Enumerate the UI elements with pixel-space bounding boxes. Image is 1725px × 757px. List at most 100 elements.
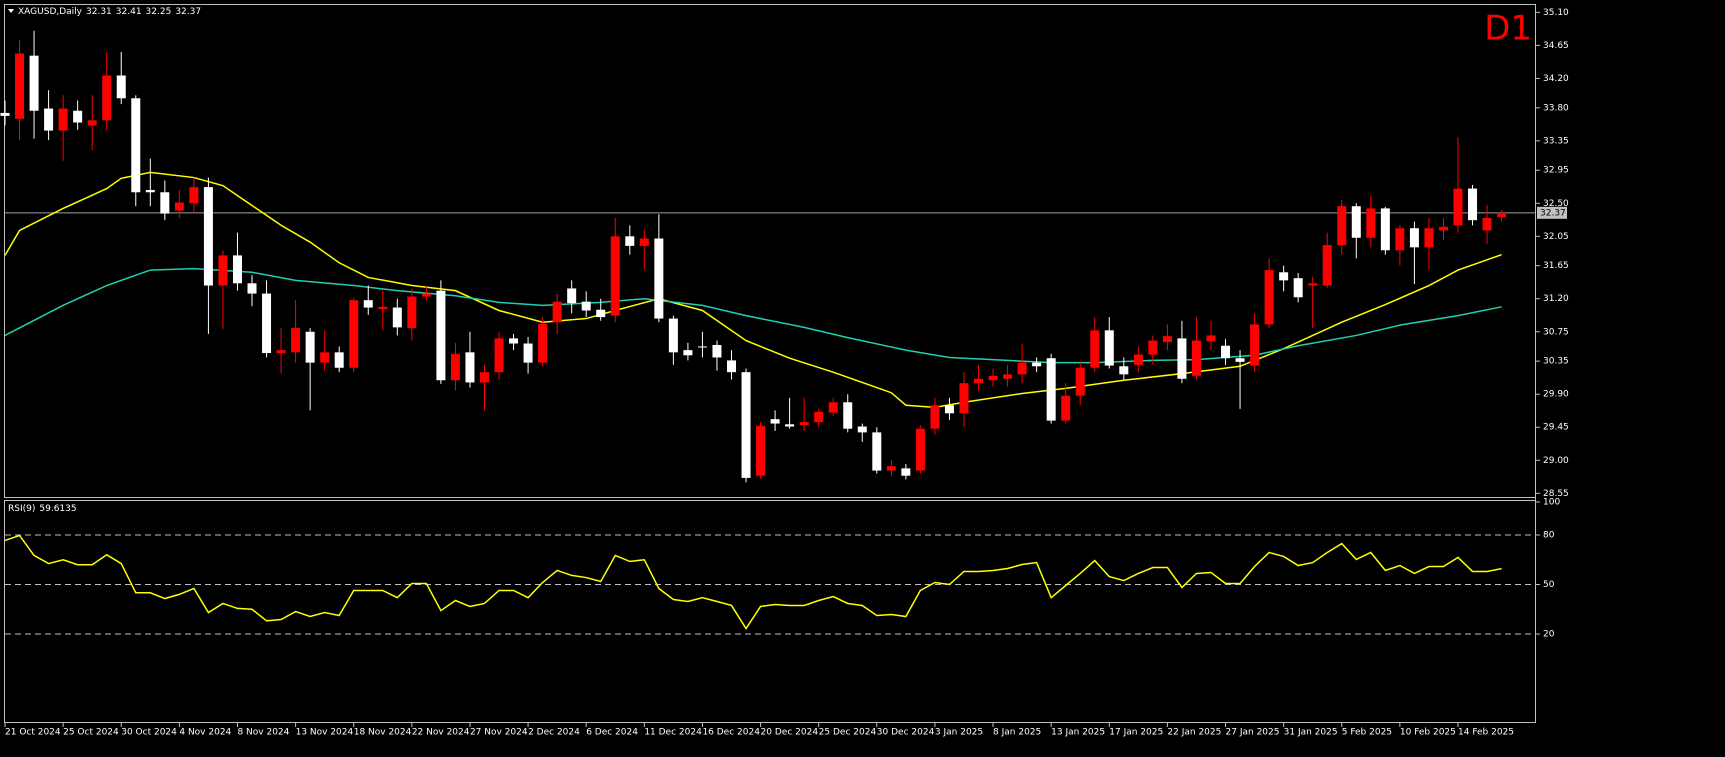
candle-body xyxy=(843,402,853,429)
y-tick-label: 32.05 xyxy=(1543,232,1569,242)
candle-body xyxy=(915,428,925,471)
x-tick-label: 13 Jan 2025 xyxy=(1051,728,1105,738)
candle-body xyxy=(523,343,533,363)
x-tick-label: 18 Nov 2024 xyxy=(354,728,412,738)
y-tick-label: 35.10 xyxy=(1543,8,1569,18)
candle-body xyxy=(0,112,10,116)
candle-body xyxy=(262,293,272,354)
candle-body xyxy=(1293,278,1303,298)
candle-body xyxy=(886,466,896,471)
candle-body xyxy=(232,255,242,284)
x-tick-label: 17 Jan 2025 xyxy=(1109,728,1163,738)
candle-body xyxy=(639,238,649,246)
y-tick-label: 29.45 xyxy=(1543,423,1569,433)
candle-body xyxy=(479,372,489,383)
candle-body xyxy=(116,75,126,99)
candle-body xyxy=(320,352,330,363)
header-low: 32.25 xyxy=(146,7,172,17)
x-tick-label: 22 Jan 2025 xyxy=(1167,728,1221,738)
candle-body xyxy=(29,55,39,111)
price-tag xyxy=(1537,206,1567,219)
candle-body xyxy=(799,422,809,426)
candle-body xyxy=(1424,228,1434,248)
candle-body xyxy=(1366,208,1376,238)
candle-body xyxy=(1409,228,1419,248)
candle-body xyxy=(421,293,431,297)
candle-body xyxy=(727,360,736,373)
y-tick-label: 32.50 xyxy=(1543,199,1569,209)
candle-body xyxy=(625,236,635,246)
candle-body xyxy=(785,424,795,427)
candle-body xyxy=(828,402,838,413)
candle-body xyxy=(668,318,678,353)
timeframe-label: D1 xyxy=(1484,9,1532,49)
rsi-header: RSI(9) 59.6135 xyxy=(8,504,77,514)
y-tick-label: 80 xyxy=(1543,531,1555,541)
symbol: XAGUSD,Daily xyxy=(18,7,83,17)
candle-body xyxy=(1075,367,1085,396)
candle-body xyxy=(203,187,213,286)
candle-body xyxy=(102,75,112,121)
x-tick-label: 5 Feb 2025 xyxy=(1342,728,1392,738)
candle-body xyxy=(436,290,446,381)
candle-body xyxy=(1191,340,1201,376)
candle-body xyxy=(814,411,824,423)
y-tick-label: 30.75 xyxy=(1543,327,1569,337)
candle-body xyxy=(1177,338,1187,379)
candle-body xyxy=(334,352,344,368)
y-tick-label: 100 xyxy=(1543,498,1560,508)
candle-body xyxy=(770,419,780,424)
y-tick-label: 28.55 xyxy=(1543,489,1569,499)
candle-body xyxy=(1308,283,1318,286)
rsi-last: 59.6135 xyxy=(39,504,76,514)
candle-body xyxy=(567,288,577,304)
y-tick-label: 29.00 xyxy=(1543,456,1569,466)
candle-body xyxy=(1003,374,1013,379)
y-tick-label: 33.35 xyxy=(1543,136,1569,146)
x-tick-label: 10 Feb 2025 xyxy=(1400,728,1456,738)
y-tick-label: 30.35 xyxy=(1543,357,1569,367)
y-tick-label: 34.65 xyxy=(1543,41,1569,51)
x-tick-label: 8 Jan 2025 xyxy=(993,728,1041,738)
candle-body xyxy=(450,353,460,381)
candle-body xyxy=(1482,217,1492,231)
candle-body xyxy=(756,425,766,476)
candle-body xyxy=(44,108,54,131)
y-tick-label: 33.80 xyxy=(1543,103,1569,113)
y-tick-label: 50 xyxy=(1543,580,1555,590)
candle-body xyxy=(872,432,882,471)
x-tick-label: 27 Jan 2025 xyxy=(1226,728,1280,738)
candle-body xyxy=(465,352,475,383)
candle-body xyxy=(552,301,562,323)
candle-body xyxy=(901,468,911,476)
x-tick-label: 31 Jan 2025 xyxy=(1284,728,1338,738)
candle-body xyxy=(291,328,301,353)
candle-body xyxy=(1221,345,1231,359)
candle-body xyxy=(1206,335,1216,342)
candle-body xyxy=(1351,206,1361,238)
header-high: 32.41 xyxy=(116,7,142,17)
candle-body xyxy=(1380,208,1390,251)
candle-body xyxy=(1119,366,1129,375)
candle-body xyxy=(959,383,969,414)
candle-body xyxy=(131,98,141,193)
header-open: 32.31 xyxy=(86,7,112,17)
collapse-arrow[interactable] xyxy=(8,9,14,13)
candle-body xyxy=(218,255,228,286)
candle-body xyxy=(1032,362,1042,367)
candle-body xyxy=(247,283,257,294)
candle-body xyxy=(1497,212,1507,218)
x-tick-label: 25 Oct 2024 xyxy=(63,728,119,738)
rsi-line xyxy=(4,534,1502,630)
x-tick-label: 30 Dec 2024 xyxy=(877,728,935,738)
x-tick-label: 4 Nov 2024 xyxy=(179,728,231,738)
candle-body xyxy=(538,323,548,363)
candle-body xyxy=(145,190,155,193)
x-tick-label: 20 Dec 2024 xyxy=(761,728,819,738)
candle-body xyxy=(1061,395,1071,421)
candle-body xyxy=(697,346,707,348)
candle-body xyxy=(276,350,286,354)
